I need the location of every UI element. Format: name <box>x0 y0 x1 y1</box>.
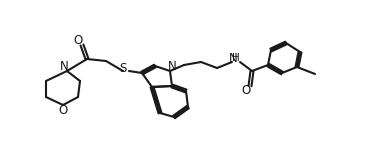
Text: O: O <box>58 104 68 117</box>
Text: N: N <box>168 61 177 73</box>
Text: N: N <box>229 52 237 65</box>
Text: O: O <box>241 84 251 97</box>
Text: O: O <box>73 34 83 46</box>
Text: N: N <box>59 61 68 73</box>
Text: H: H <box>232 53 240 63</box>
Text: S: S <box>119 62 127 76</box>
